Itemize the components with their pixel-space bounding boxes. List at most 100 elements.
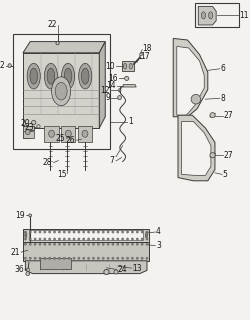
Text: 4: 4 [156,228,161,236]
Ellipse shape [78,238,80,240]
Bar [195,3,239,27]
Ellipse shape [29,231,31,233]
Ellipse shape [141,238,143,240]
Ellipse shape [29,214,32,217]
Ellipse shape [63,243,65,245]
Ellipse shape [68,257,70,259]
Ellipse shape [141,231,143,233]
Ellipse shape [107,238,109,240]
Text: 1: 1 [128,117,133,126]
Ellipse shape [146,231,148,233]
Ellipse shape [210,113,215,118]
Ellipse shape [131,238,134,240]
Ellipse shape [44,257,46,259]
Ellipse shape [54,231,56,233]
Ellipse shape [83,243,85,245]
Ellipse shape [63,231,65,233]
Polygon shape [182,122,211,175]
Ellipse shape [44,63,58,89]
Polygon shape [23,131,34,138]
Ellipse shape [102,257,104,259]
Ellipse shape [25,234,27,236]
Ellipse shape [146,238,148,240]
Text: 7: 7 [109,156,114,165]
Ellipse shape [73,231,75,233]
Ellipse shape [25,232,27,235]
Ellipse shape [107,257,109,259]
Ellipse shape [63,257,65,259]
Ellipse shape [49,257,51,259]
Ellipse shape [131,257,134,259]
Text: 14: 14 [106,81,116,90]
Polygon shape [44,126,59,142]
Ellipse shape [126,243,128,245]
Ellipse shape [112,243,114,245]
Polygon shape [123,84,136,87]
Ellipse shape [92,238,94,240]
Ellipse shape [68,238,70,240]
Polygon shape [78,126,92,142]
Ellipse shape [25,236,27,238]
Text: 27: 27 [224,111,234,120]
Ellipse shape [78,231,80,233]
Ellipse shape [56,42,59,45]
Ellipse shape [131,243,134,245]
Ellipse shape [97,243,100,245]
Polygon shape [61,126,76,142]
Text: 12: 12 [100,86,110,95]
Ellipse shape [73,238,75,240]
Text: 5: 5 [223,170,228,179]
Ellipse shape [83,257,85,259]
Text: 28: 28 [43,158,52,167]
Ellipse shape [107,243,109,245]
Text: 3: 3 [156,241,161,250]
Ellipse shape [34,231,36,233]
Ellipse shape [25,235,27,237]
Ellipse shape [201,12,206,19]
Polygon shape [173,38,208,117]
Ellipse shape [146,257,148,259]
Ellipse shape [62,63,74,89]
Ellipse shape [82,68,89,84]
Ellipse shape [210,153,215,158]
Ellipse shape [54,243,56,245]
Ellipse shape [68,243,70,245]
Ellipse shape [29,257,31,259]
Ellipse shape [24,238,26,240]
Ellipse shape [79,63,92,89]
Ellipse shape [26,130,30,135]
Text: 13: 13 [132,264,142,273]
Ellipse shape [118,89,121,92]
Text: 17: 17 [140,52,149,61]
Ellipse shape [82,130,88,137]
Text: 21: 21 [11,248,20,257]
Ellipse shape [122,231,124,233]
Ellipse shape [34,257,36,259]
Ellipse shape [104,269,109,275]
Bar [40,258,71,269]
Text: 11: 11 [240,11,249,20]
Ellipse shape [88,257,90,259]
Ellipse shape [52,77,71,106]
Ellipse shape [34,238,36,240]
Ellipse shape [65,130,71,137]
Ellipse shape [117,231,119,233]
Bar [14,34,110,149]
Ellipse shape [39,231,41,233]
Polygon shape [26,261,147,274]
Ellipse shape [54,238,56,240]
Polygon shape [23,126,34,138]
Text: 22: 22 [47,20,57,29]
Ellipse shape [102,231,104,233]
Text: 8: 8 [220,94,225,103]
Text: 16: 16 [108,74,118,83]
Ellipse shape [83,231,85,233]
Polygon shape [23,242,150,261]
Ellipse shape [8,64,11,68]
Ellipse shape [126,238,128,240]
Polygon shape [177,46,204,115]
Text: 10: 10 [105,62,115,71]
Text: 36: 36 [14,265,24,274]
Ellipse shape [191,94,201,104]
Ellipse shape [126,231,128,233]
